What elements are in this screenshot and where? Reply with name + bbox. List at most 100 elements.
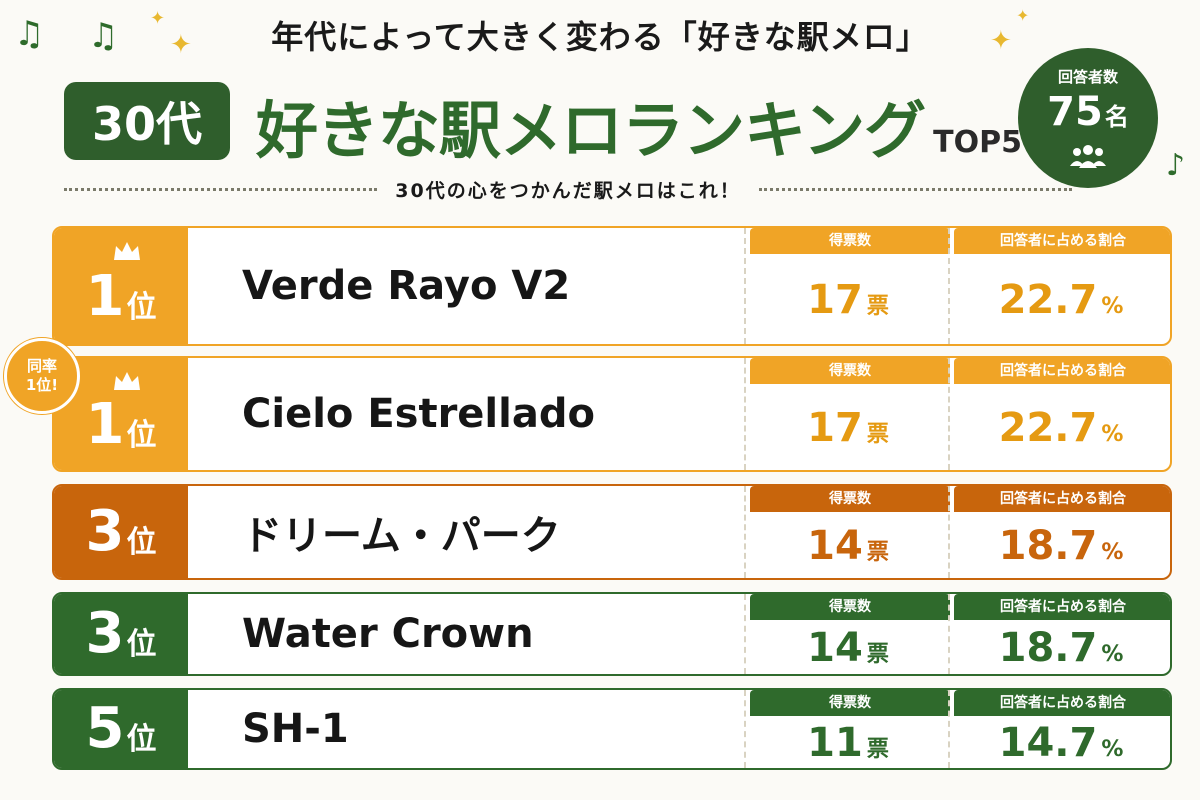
votes-header: 得票数 <box>750 594 950 620</box>
votes-column: 得票数 17 票 <box>744 358 950 470</box>
rank-suffix: 位 <box>126 722 157 757</box>
respondent-count-value: 75 <box>1047 89 1103 135</box>
rank-number: 3 <box>85 499 125 564</box>
votes-value: 11 票 <box>746 716 950 768</box>
sparkle-icon: ✦ <box>150 8 166 29</box>
votes-value: 17 票 <box>746 384 950 470</box>
share-column: 回答者に占める割合 22.7% <box>948 358 1170 470</box>
share-header: 回答者に占める割合 <box>954 358 1170 384</box>
share-header: 回答者に占める割合 <box>954 486 1170 512</box>
votes-number: 17 <box>807 405 863 451</box>
dotted-divider <box>64 187 378 191</box>
votes-number: 14 <box>807 523 863 569</box>
age-group-badge: 30代 <box>64 82 230 160</box>
sparkle-icon: ✦ <box>170 30 192 60</box>
share-unit: % <box>1101 294 1124 319</box>
share-unit: % <box>1101 540 1124 565</box>
votes-unit: 票 <box>866 737 889 762</box>
rank-suffix: 位 <box>126 525 157 560</box>
share-column: 回答者に占める割合 14.7% <box>948 690 1170 768</box>
votes-value: 14 票 <box>746 620 950 674</box>
song-name: Cielo Estrellado <box>242 391 595 437</box>
rank-number: 1 <box>85 264 125 329</box>
votes-value: 17 票 <box>746 254 950 344</box>
respondent-label: 回答者数 <box>1057 68 1118 86</box>
share-number: 22.7 <box>998 277 1098 323</box>
ranking-title: 好きな駅メロランキング TOP5 <box>256 80 1022 170</box>
music-note-icon: ♫ <box>14 14 45 54</box>
votes-unit: 票 <box>866 642 889 667</box>
votes-number: 11 <box>807 720 863 766</box>
rank-suffix: 位 <box>126 418 157 453</box>
music-note-icon: ♪ <box>1166 148 1186 183</box>
people-icon <box>1070 145 1106 168</box>
votes-column: 得票数 11 票 <box>744 690 950 768</box>
share-value: 22.7% <box>950 384 1170 470</box>
share-column: 回答者に占める割合 22.7% <box>948 228 1170 344</box>
share-value: 22.7% <box>950 254 1170 344</box>
share-value: 14.7% <box>950 716 1170 768</box>
sparkle-icon: ✦ <box>1016 6 1030 25</box>
share-number: 14.7 <box>998 720 1098 766</box>
share-number: 18.7 <box>998 523 1098 569</box>
votes-value: 14 票 <box>746 512 950 578</box>
rank-suffix: 位 <box>126 627 157 662</box>
music-note-icon: ♫ <box>88 16 119 56</box>
share-header: 回答者に占める割合 <box>954 690 1170 716</box>
song-name: ドリーム・パーク <box>242 513 561 559</box>
votes-unit: 票 <box>866 294 889 319</box>
votes-header: 得票数 <box>750 228 950 254</box>
respondent-count-unit: 名 <box>1104 103 1129 131</box>
crown-icon <box>114 242 140 260</box>
tie-badge-line1: 同率 <box>26 357 57 375</box>
share-value: 18.7% <box>950 512 1170 578</box>
share-unit: % <box>1101 422 1124 447</box>
rank-number: 3 <box>85 601 125 666</box>
respondent-count: 75名 <box>1018 88 1158 141</box>
share-unit: % <box>1101 642 1124 667</box>
votes-header: 得票数 <box>750 690 950 716</box>
share-value: 18.7% <box>950 620 1170 674</box>
tie-badge: 同率 1位! <box>4 338 80 414</box>
share-number: 18.7 <box>998 625 1098 671</box>
song-name: Verde Rayo V2 <box>242 263 571 309</box>
share-column: 回答者に占める割合 18.7% <box>948 594 1170 674</box>
rank-suffix: 位 <box>126 290 157 325</box>
votes-unit: 票 <box>866 540 889 565</box>
dotted-divider <box>758 187 1073 191</box>
share-header: 回答者に占める割合 <box>954 228 1170 254</box>
tie-badge-line2: 1位! <box>25 376 59 394</box>
share-header: 回答者に占める割合 <box>954 594 1170 620</box>
rank-number: 1 <box>85 392 125 457</box>
votes-unit: 票 <box>866 422 889 447</box>
votes-column: 得票数 14 票 <box>744 594 950 674</box>
votes-header: 得票数 <box>750 358 950 384</box>
votes-number: 14 <box>807 625 863 671</box>
subtitle-line: 30代の心をつかんだ駅メロはこれ！ <box>64 174 1073 204</box>
song-name: Water Crown <box>242 611 534 657</box>
votes-header: 得票数 <box>750 486 950 512</box>
respondent-count-badge: 回答者数 75名 <box>1018 48 1158 188</box>
top5-label: TOP5 <box>933 125 1022 160</box>
page-header-title: 年代によって大きく変わる「好きな駅メロ」 <box>271 18 929 56</box>
votes-column: 得票数 14 票 <box>744 486 950 578</box>
ranking-title-text: 好きな駅メロランキング <box>256 94 926 167</box>
votes-column: 得票数 17 票 <box>744 228 950 344</box>
rank-number: 5 <box>85 696 125 761</box>
crown-icon <box>114 372 140 390</box>
subtitle: 30代の心をつかんだ駅メロはこれ！ <box>395 179 741 202</box>
share-unit: % <box>1101 737 1124 762</box>
song-name: SH-1 <box>242 706 349 752</box>
sparkle-icon: ✦ <box>990 26 1012 56</box>
votes-number: 17 <box>807 277 863 323</box>
share-column: 回答者に占める割合 18.7% <box>948 486 1170 578</box>
